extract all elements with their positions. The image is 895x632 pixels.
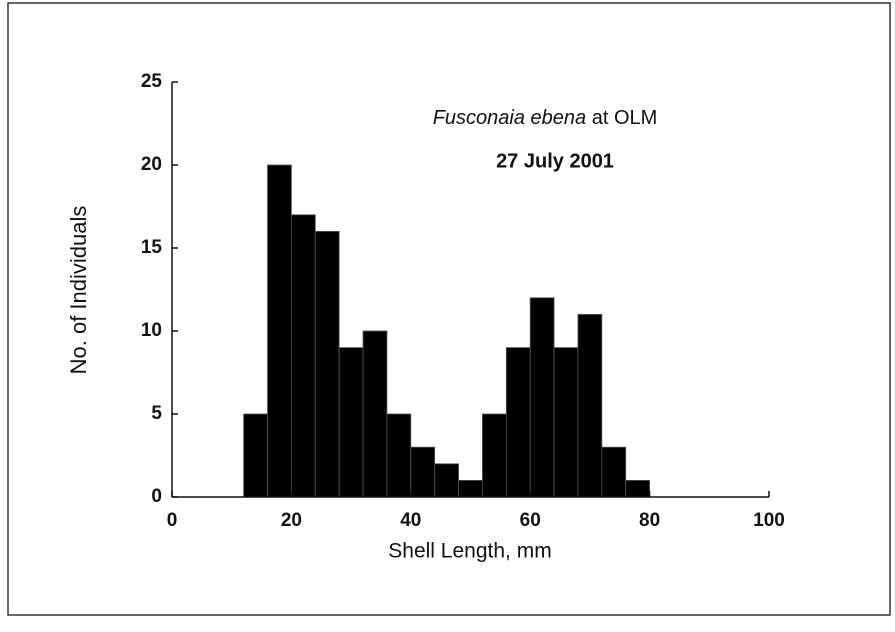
bar bbox=[338, 347, 364, 498]
bar bbox=[529, 297, 555, 498]
frame bbox=[7, 2, 891, 616]
bar bbox=[410, 446, 436, 498]
bar bbox=[243, 413, 268, 498]
y-tick-label: 0 bbox=[151, 486, 162, 507]
bar bbox=[505, 347, 531, 498]
y-tick-label: 25 bbox=[141, 71, 163, 92]
bar bbox=[577, 313, 603, 498]
x-axis-label: Shell Length, mm bbox=[388, 540, 551, 563]
x-tick-label: 20 bbox=[281, 510, 302, 531]
y-tick-label: 10 bbox=[141, 320, 162, 341]
x-tick-label: 80 bbox=[639, 510, 660, 531]
y-tick-label: 20 bbox=[141, 154, 162, 175]
bar bbox=[434, 463, 459, 498]
y-axis-label: No. of Individuals bbox=[66, 206, 91, 375]
annotation-site: at OLM bbox=[592, 107, 658, 129]
bar bbox=[601, 446, 627, 498]
annotation: Fusconaia ebena at OLM bbox=[433, 107, 658, 129]
bar bbox=[267, 164, 292, 498]
bar bbox=[290, 214, 316, 498]
annotation-species: Fusconaia ebena bbox=[433, 107, 586, 129]
x-tick-label: 0 bbox=[167, 510, 178, 531]
x-tick-label: 40 bbox=[400, 510, 421, 531]
bar bbox=[553, 347, 579, 498]
bar bbox=[458, 479, 483, 498]
annotation-date: 27 July 2001 bbox=[496, 150, 614, 172]
bar bbox=[362, 330, 388, 498]
bar bbox=[625, 479, 650, 498]
bar bbox=[386, 413, 412, 498]
bar bbox=[482, 413, 507, 498]
y-tick-label: 5 bbox=[151, 403, 162, 424]
x-tick-label: 60 bbox=[520, 510, 541, 531]
bar bbox=[314, 230, 340, 498]
y-tick-label: 15 bbox=[141, 237, 163, 258]
x-tick-label: 100 bbox=[753, 510, 785, 531]
